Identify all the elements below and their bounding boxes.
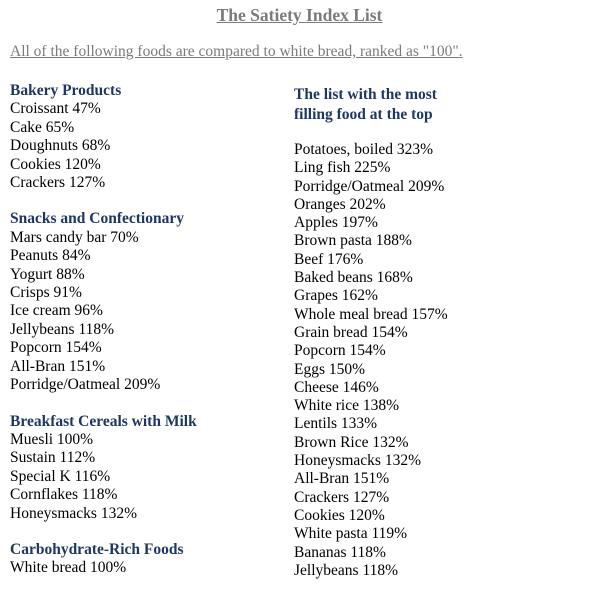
section-carbohydrate: Carbohydrate-Rich Foods White bread 100% — [10, 541, 280, 578]
list-item: Popcorn 154% — [10, 339, 102, 357]
ranked-list-title-line: The list with the most — [294, 86, 437, 103]
list-item: Porridge/Oatmeal 209% — [10, 376, 161, 394]
list-item: Popcorn 154% — [294, 342, 386, 360]
list-item: Cornflakes 118% — [10, 486, 118, 504]
list-item: All-Bran 151% — [294, 470, 390, 488]
list-item: Honeysmacks 132% — [10, 504, 137, 522]
list-item: Brown Rice 132% — [294, 433, 409, 451]
section-title: Carbohydrate-Rich Foods — [10, 540, 184, 558]
list-item: Baked beans 168% — [294, 269, 413, 287]
list-item: Cake 65% — [10, 118, 75, 136]
section-title: Snacks and Confectionary — [10, 210, 184, 228]
list-item: Grain bread 154% — [294, 323, 408, 341]
ranked-list-title-line: filling food at the top — [294, 105, 433, 123]
list-item: Doughnuts 68% — [10, 137, 111, 155]
list-item: Porridge/Oatmeal 209% — [294, 177, 445, 195]
section-title: Breakfast Cereals with Milk — [10, 412, 197, 430]
list-item: Croissant 47% — [10, 100, 101, 118]
list-item: Honeysmacks 132% — [294, 452, 421, 470]
right-column: The list with the most filling food at t… — [294, 85, 584, 580]
list-item: Cheese 146% — [294, 378, 379, 396]
list-item: Beef 176% — [294, 250, 364, 268]
list-item: Ling fish 225% — [294, 159, 391, 177]
list-item: White rice 138% — [294, 397, 400, 415]
list-item: Peanuts 84% — [10, 247, 91, 265]
list-item: Cookies 120% — [10, 155, 101, 173]
intro-text: All of the following foods are compared … — [10, 43, 463, 60]
page-title: The Satiety Index List — [216, 5, 383, 25]
list-item: Sustain 112% — [10, 449, 96, 467]
list-item: Whole meal bread 157% — [294, 305, 448, 323]
list-item: Cookies 120% — [294, 506, 385, 524]
section-title: Bakery Products — [10, 82, 122, 99]
list-item: Yogurt 88% — [10, 265, 85, 283]
list-item: Jellybeans 118% — [10, 320, 115, 338]
ranked-list: Potatoes, boiled 323% Ling fish 225% Por… — [294, 141, 584, 580]
list-item: Brown pasta 188% — [294, 232, 412, 250]
ranked-list-title: The list with the most filling food at t… — [294, 85, 584, 124]
list-item: Bananas 118% — [294, 543, 386, 561]
list-item: White pasta 119% — [294, 525, 408, 543]
list-item: White bread 100% — [10, 559, 127, 577]
list-item: Lentils 133% — [294, 415, 378, 433]
list-item: Potatoes, boiled 323% — [294, 141, 434, 158]
list-item: Muesli 100% — [10, 430, 94, 448]
list-item: Mars candy bar 70% — [10, 228, 139, 246]
list-item: Grapes 162% — [294, 287, 378, 305]
list-item: Apples 197% — [294, 214, 378, 232]
list-item: All-Bran 151% — [10, 357, 106, 375]
list-item: Oranges 202% — [294, 195, 386, 213]
list-item: Crisps 91% — [10, 284, 82, 302]
section-snacks: Snacks and Confectionary Mars candy bar … — [10, 210, 280, 394]
list-item: Crackers 127% — [10, 174, 106, 192]
section-breakfast-cereals: Breakfast Cereals with Milk Muesli 100% … — [10, 413, 280, 523]
left-column: Bakery Products Croissant 47% Cake 65% D… — [10, 82, 280, 596]
section-bakery: Bakery Products Croissant 47% Cake 65% D… — [10, 82, 280, 192]
list-item: Jellybeans 118% — [294, 561, 399, 579]
list-item: Crackers 127% — [294, 488, 390, 506]
list-item: Ice cream 96% — [10, 302, 103, 320]
list-item: Eggs 150% — [294, 360, 366, 378]
list-item: Special K 116% — [10, 467, 111, 485]
